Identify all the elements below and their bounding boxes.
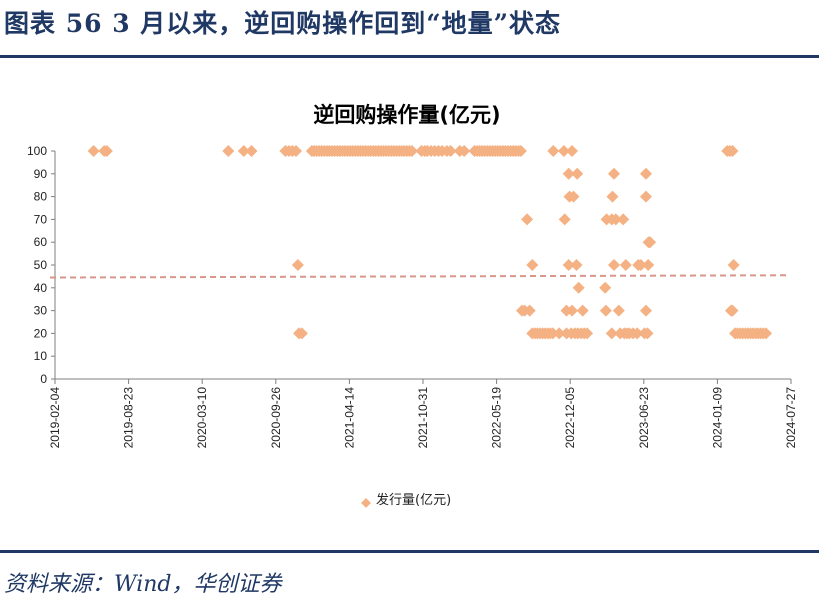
data-point	[405, 144, 419, 158]
data-point	[565, 304, 579, 317]
data-point	[609, 213, 622, 226]
data-point	[619, 258, 632, 272]
data-point	[295, 327, 308, 340]
figure-title: 图表 56 3 月以来，逆回购操作回到“地量”状态	[4, 9, 562, 38]
data-point	[87, 144, 100, 158]
data-point	[617, 213, 630, 226]
x-tick-label: 2024-01-09	[710, 387, 724, 449]
data-point	[567, 190, 580, 203]
scatter-chart: 逆回购操作量(亿元) 0 10 20 30 40 50 60 70 80 90 100 2019-02…	[27, 103, 798, 508]
x-tick-label: 2023-06-23	[637, 387, 651, 449]
data-point	[599, 304, 612, 317]
y-tick-label: 60	[34, 235, 48, 249]
data-point	[571, 167, 584, 180]
data-point	[526, 258, 539, 272]
data-point	[726, 304, 739, 317]
data-point	[521, 213, 534, 226]
data-point	[558, 213, 571, 226]
source-note: 资料来源：Wind，华创证券	[4, 572, 282, 597]
data-point	[726, 144, 739, 158]
data-point	[553, 327, 566, 340]
data-point	[289, 144, 303, 158]
data-point	[572, 281, 585, 294]
y-tick-label: 70	[34, 212, 48, 226]
y-tick-label: 50	[34, 258, 48, 272]
x-tick-label: 2021-04-14	[342, 387, 356, 449]
legend: 发行量(亿元)	[361, 492, 451, 508]
data-point	[639, 304, 653, 317]
trendline-dashed	[49, 274, 790, 279]
data-point	[523, 304, 536, 317]
data-point	[291, 258, 304, 272]
legend-label: 发行量(亿元)	[376, 492, 451, 508]
y-tick-label: 10	[34, 349, 48, 363]
x-tick-label: 2020-09-26	[269, 387, 283, 449]
data-point	[606, 190, 619, 203]
axes: 0 10 20 30 40 50 60 70 80 90 100 2019-02-04 2019-08-…	[27, 144, 798, 448]
data-point	[639, 167, 653, 180]
data-point	[599, 281, 612, 294]
data-point	[576, 304, 589, 317]
data-point	[631, 327, 644, 340]
x-tick-label: 2019-02-04	[48, 387, 62, 449]
y-tick-label: 20	[34, 326, 48, 340]
data-point	[514, 144, 527, 158]
data-point	[642, 258, 655, 272]
data-point	[458, 144, 471, 158]
data-point	[222, 144, 235, 158]
data-point	[237, 144, 250, 158]
data-point	[581, 327, 594, 340]
legend-marker	[361, 498, 371, 508]
y-tick-label: 0	[40, 372, 47, 386]
data-point	[644, 236, 657, 249]
data-point	[727, 258, 740, 272]
x-tick-label: 2020-03-10	[195, 387, 209, 449]
data-point	[570, 258, 583, 272]
trendline	[49, 274, 790, 279]
data-point	[245, 144, 258, 158]
data-point	[607, 258, 621, 272]
y-tick-label: 100	[27, 144, 47, 158]
data-point	[557, 144, 570, 158]
data-point	[546, 327, 559, 340]
x-tick-label: 2021-10-31	[416, 387, 430, 449]
data-point	[641, 327, 654, 340]
data-point	[444, 144, 457, 158]
data-point	[607, 167, 621, 180]
data-point	[562, 167, 575, 180]
chart-title: 逆回购操作量(亿元)	[313, 103, 500, 127]
data-point	[562, 258, 575, 272]
data-point	[547, 144, 560, 158]
top-divider	[0, 55, 819, 58]
y-tick-label: 80	[34, 190, 48, 204]
x-tick-label: 2022-05-19	[490, 387, 504, 449]
data-point	[565, 144, 579, 158]
data-point	[100, 144, 113, 158]
bottom-divider	[0, 550, 819, 553]
y-tick-label: 30	[34, 304, 48, 318]
x-tick-label: 2022-12-05	[563, 387, 577, 449]
data-point	[634, 258, 647, 272]
data-point	[639, 190, 653, 203]
x-tick-label: 2019-08-23	[122, 387, 136, 449]
data-point	[605, 327, 618, 340]
y-tick-label: 40	[34, 281, 48, 295]
y-tick-label: 90	[34, 167, 48, 181]
data-points	[87, 144, 773, 340]
data-point	[612, 304, 625, 317]
x-tick-label: 2024-07-27	[784, 387, 798, 449]
data-point	[759, 327, 773, 340]
